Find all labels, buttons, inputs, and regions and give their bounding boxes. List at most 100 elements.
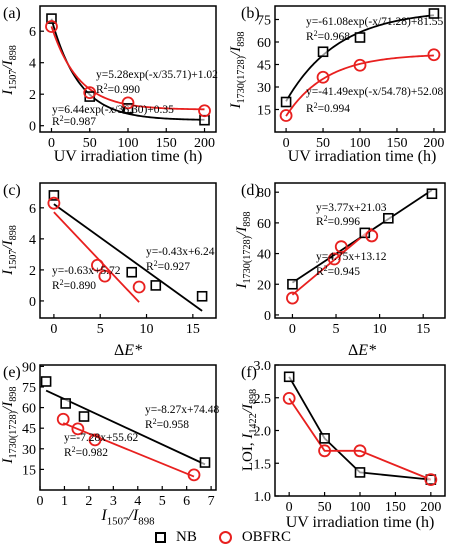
y-tick-label: 6 [29,25,36,40]
panel-label: (c) [3,182,21,199]
x-tick-label: 2 [85,494,92,509]
data-point-obfrc [98,269,112,283]
y-axis-label: LOI, I1422/I898 [240,389,259,471]
fit-annotation: R2=0.982 [64,445,108,459]
data-point-nb [60,398,71,409]
data-point-nb [48,190,60,201]
y-tick-label: 60 [257,217,271,232]
y-axis-label: I1730(1728)/I898 [234,212,253,290]
x-axis-label: UV irradiation time (h) [286,514,435,531]
legend-marker-nb [155,531,166,543]
panel-e: 0 1 2 3 4 5 6 7153045607590I1507/I898I1730(1728… [0,360,220,527]
fit-line-nb [288,376,431,481]
y-tick-label: 60 [257,36,271,51]
x-tick-label: 50 [83,136,97,151]
x-tick-label: 6 [183,494,190,509]
fit-annotation: R2=0.987 [52,114,96,128]
fit-annotation: R2=0.990 [96,82,140,96]
x-tick-label: 0 [286,500,293,515]
x-tick-label: 50 [318,500,332,515]
fit-annotation: y=4.75x+13.12 [316,251,387,263]
y-tick-label: 1.5 [254,457,272,472]
data-point-obfrc [327,252,341,266]
x-axis-label: UV irradiation time (h) [288,148,437,165]
x-tick-label: 10 [140,322,154,337]
y-tick-label: 0 [29,295,36,310]
data-point-obfrc [198,104,211,118]
y-tick-label: 2.0 [254,425,272,440]
panel-label: (f) [241,364,257,381]
data-point-nb [319,433,330,444]
panel-label: (e) [3,364,21,381]
fit-annotation: R2=0.927 [146,259,190,273]
panel-a: 0 50 100 150 200 0 2 4 6 UV irradiation time (h) I… [0,5,218,165]
y-tick-label: 4 [29,233,36,248]
y-tick-label: 45 [22,422,36,437]
panel-label: (d) [241,182,260,199]
x-tick-label: 50 [316,136,330,151]
data-point-nb [354,467,366,478]
data-point-nb [426,188,438,200]
panel-c: 0 5 10 150246ΔE*I1507/I898(c)y=-0.43x+6.24R… [0,182,217,359]
y-tick-label: 90 [22,360,36,375]
fit-annotation: R2=0.890 [52,278,96,292]
y-tick-label: 1.0 [254,490,272,505]
data-point-obfrc [91,258,104,272]
x-tick-label: 150 [386,136,407,151]
x-tick-label: 5 [159,494,166,509]
legend: NB OBFRC [155,528,313,546]
x-tick-label: 0 [289,322,296,337]
y-tick-label: 0 [29,120,36,135]
y-tick-label: 45 [257,59,271,74]
data-point-obfrc [132,280,146,294]
data-point-obfrc [121,96,135,110]
fit-annotation: y=-0.43x+6.24 [146,246,215,258]
x-axis-label: I1507/I898 [100,507,155,527]
panel-label: (b) [241,5,260,22]
data-point-obfrc [88,433,102,447]
legend-item-nb: NB [155,529,197,546]
plot-frame [274,182,446,319]
fit-line-obfrc [291,227,373,296]
data-point-obfrc [83,86,97,100]
x-axis-label: UV irradiation time (h) [54,148,203,165]
x-tick-label: 15 [416,322,430,337]
data-point-nb [317,46,329,58]
fit-annotation: y=3.77x+21.03 [316,202,387,214]
x-tick-label: 7 [208,494,215,509]
y-tick-label: 30 [22,443,36,458]
data-point-obfrc [71,422,85,436]
data-point-nb [354,32,366,43]
data-point-nb [283,371,295,383]
x-tick-label: 200 [420,500,441,515]
y-tick-label: 2 [29,264,36,279]
fit-line-obfrc [62,422,195,478]
data-point-nb [199,457,211,468]
data-point-obfrc [316,70,330,84]
data-point-obfrc [318,444,331,458]
x-tick-label: 0 [48,136,55,151]
fit-annotation: y=-7.28x+55.62 [64,432,139,444]
data-point-nb [196,290,208,302]
x-tick-label: 150 [156,136,177,151]
fit-line-nb [50,18,205,121]
y-tick-label: 2 [29,88,36,103]
data-point-nb [78,411,90,422]
data-point-nb [150,280,162,291]
data-point-obfrc [353,444,367,458]
data-point-obfrc [45,20,58,33]
fit-annotation: y=-61.08exp(-x/71.28)+81.55 [306,16,443,28]
data-point-nb [287,278,298,290]
data-point-nb [126,266,138,278]
x-tick-label: 100 [118,136,139,151]
plot-frame [39,364,217,491]
data-point-nb [383,212,394,224]
x-tick-label: 100 [350,500,371,515]
y-axis-label: I1730(1728)/I898 [228,32,247,110]
y-tick-label: 3.0 [254,359,272,374]
fit-annotation: R2=0.958 [145,417,189,431]
y-tick-label: 30 [257,81,271,96]
fit-annotation: y=-8.27x+74.48 [145,404,220,416]
legend-label-obfrc: OBFRC [241,528,292,545]
